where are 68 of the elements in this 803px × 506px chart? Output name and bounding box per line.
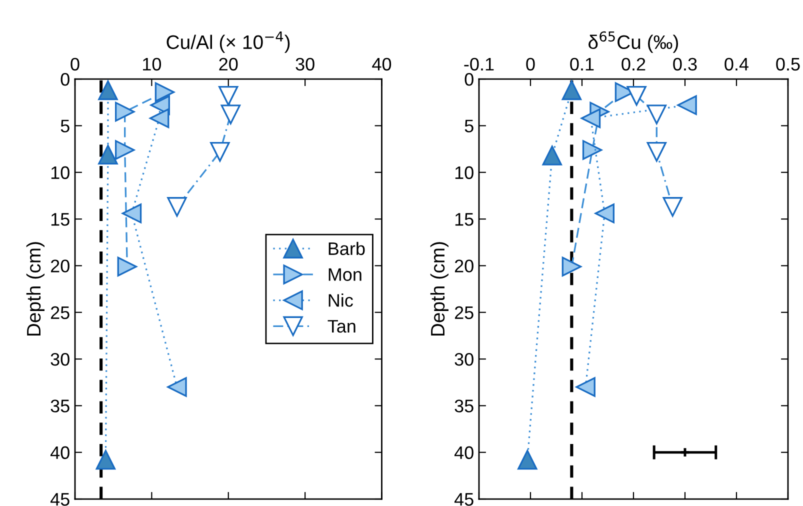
y-tick-label: 20 [50, 260, 70, 272]
x-axis-title: δ$^{65}$Cu (‰) [588, 31, 678, 53]
point [518, 450, 538, 470]
point [562, 80, 582, 100]
y-tick-label: 10 [51, 166, 70, 180]
x-tick-label: 0.3 [673, 58, 697, 71]
y-tick-label: 20 [454, 260, 474, 272]
point [562, 256, 582, 276]
legend-label: Nic [328, 294, 353, 307]
y-tick-label: 30 [454, 352, 474, 366]
point [98, 144, 118, 164]
point [542, 146, 562, 166]
point [582, 140, 602, 160]
point [114, 102, 135, 122]
point [662, 197, 682, 217]
y-tick-label: 25 [50, 306, 70, 320]
point [117, 256, 138, 276]
x-axis-title: Cu/Al (× 10$^{−4}$) [166, 32, 290, 53]
point [167, 377, 187, 397]
point [154, 82, 175, 102]
point [96, 450, 116, 470]
y-tick-label: 45 [454, 493, 474, 506]
y-tick-label: 15 [455, 213, 474, 226]
x-tick-label: 0.1 [570, 58, 594, 71]
point [218, 86, 238, 106]
point [646, 142, 667, 162]
x-tick-label: 30 [296, 58, 314, 71]
y-axis-title: Depth (cm) [26, 242, 44, 336]
y-tick-label: 0 [464, 72, 474, 86]
point [167, 197, 187, 217]
legend-label: Mon [328, 268, 362, 281]
point [680, 446, 690, 458]
x-tick-label: 10 [143, 58, 162, 71]
point [122, 204, 142, 224]
x-tick-label: 0 [526, 58, 535, 71]
y-tick-label: 25 [454, 306, 474, 320]
point [580, 108, 601, 128]
legend-label: Barb [328, 242, 365, 256]
x-tick-label: 0 [70, 58, 80, 71]
x-tick-label: 0.5 [776, 58, 800, 71]
point [114, 140, 135, 160]
point [149, 108, 170, 128]
point [576, 377, 596, 397]
x-tick-label: -0.1 [464, 58, 494, 71]
x-tick-label: 0.4 [724, 58, 749, 71]
point [594, 204, 615, 224]
y-tick-label: 15 [51, 213, 70, 226]
x-tick-label: 40 [372, 58, 392, 71]
y-tick-label: 5 [464, 120, 474, 132]
y-tick-label: 35 [50, 400, 70, 412]
y-tick-label: 35 [454, 400, 474, 412]
x-tick-label: 0.2 [622, 58, 646, 71]
y-tick-label: 5 [60, 120, 70, 132]
y-tick-label: 30 [50, 352, 70, 366]
x-tick-label: 20 [219, 58, 238, 71]
point [210, 142, 230, 162]
point [98, 80, 118, 100]
point [220, 104, 241, 124]
y-tick-label: 10 [455, 166, 474, 180]
point [626, 86, 646, 106]
y-axis-title: Depth (cm) [430, 242, 448, 336]
y-tick-label: 45 [50, 493, 70, 506]
point [677, 95, 697, 116]
legend-label: Tan [328, 320, 356, 333]
point [646, 104, 667, 124]
y-tick-label: 40 [50, 446, 70, 460]
y-tick-label: 40 [454, 446, 474, 460]
y-tick-label: 0 [60, 72, 70, 86]
